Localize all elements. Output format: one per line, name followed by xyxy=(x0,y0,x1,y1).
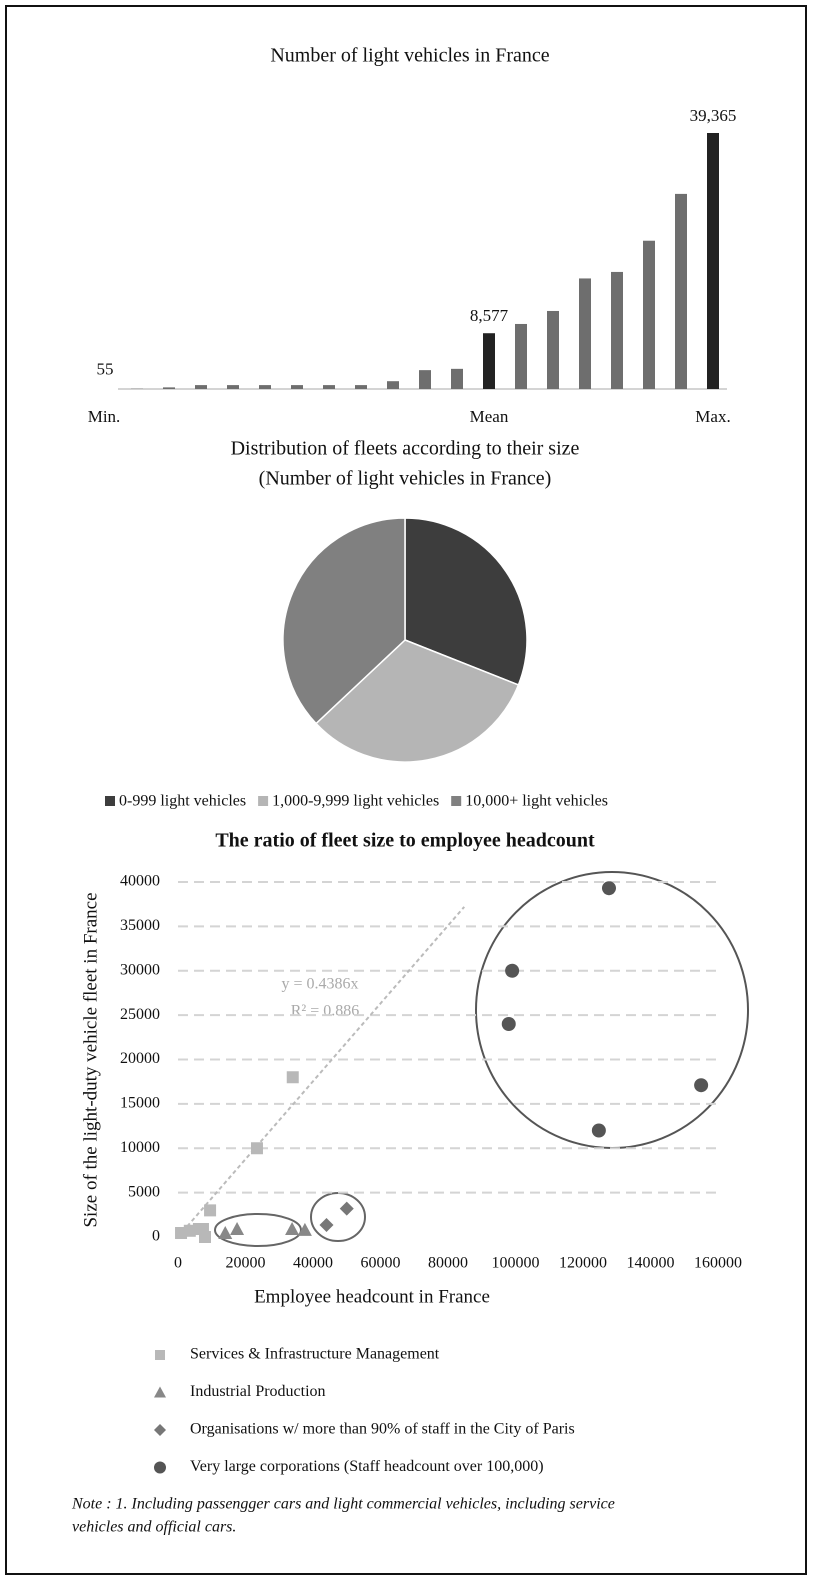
legend-label: Industrial Production xyxy=(190,1383,326,1400)
x-axis-label: Employee headcount in France xyxy=(254,1286,490,1307)
x-tick-label: 80000 xyxy=(428,1255,468,1272)
group-outline xyxy=(310,1192,366,1242)
bar xyxy=(195,385,207,389)
point xyxy=(505,963,520,978)
legend-marker xyxy=(154,1424,166,1436)
x-tick-label: 140000 xyxy=(627,1255,675,1272)
bar xyxy=(451,368,463,389)
point xyxy=(501,1017,516,1031)
point xyxy=(230,1222,245,1236)
y-tick-label: 15000 xyxy=(120,1095,160,1112)
x-tick-label: 160000 xyxy=(694,1255,742,1272)
point xyxy=(694,1078,709,1093)
legend-label: 10,000+ light vehicles xyxy=(465,793,608,810)
y-tick-label: 5000 xyxy=(128,1183,160,1200)
legend-marker xyxy=(154,1386,166,1398)
y-tick-label: 10000 xyxy=(120,1139,160,1156)
bar xyxy=(419,370,431,389)
pie-slice xyxy=(282,517,406,725)
pie-slice xyxy=(404,517,528,686)
point xyxy=(250,1142,263,1155)
x-tick-label: Mean xyxy=(470,407,509,426)
bar xyxy=(611,271,623,389)
legend-swatch xyxy=(105,796,115,806)
point xyxy=(218,1226,233,1240)
bar xyxy=(227,385,239,389)
bar xyxy=(355,385,367,389)
point xyxy=(183,1224,196,1237)
bar xyxy=(547,310,559,389)
bar xyxy=(259,385,271,389)
bar xyxy=(323,385,335,389)
pie-slice xyxy=(315,639,520,763)
scatter-title: The ratio of fleet size to employee head… xyxy=(215,830,595,852)
point xyxy=(601,881,616,896)
group-outline xyxy=(475,871,749,1149)
data-label: 39,365 xyxy=(690,106,737,125)
bar xyxy=(387,381,399,389)
bar xyxy=(291,385,303,389)
data-label: 8,577 xyxy=(470,306,509,325)
legend-label: 1,000-9,999 light vehicles xyxy=(272,793,439,810)
trend-equation: y = 0.4386x xyxy=(281,976,358,993)
note: vehicles and official cars. xyxy=(72,1519,236,1536)
pie-title: Distribution of fleets according to thei… xyxy=(231,438,580,460)
frame xyxy=(5,5,807,1575)
pie-subtitle: (Number of light vehicles in France) xyxy=(259,468,552,490)
trend-r2: R² = 0.886 xyxy=(291,1003,360,1020)
x-tick-label: 60000 xyxy=(361,1255,401,1272)
bar-title: Number of light vehicles in France xyxy=(270,45,549,67)
x-tick-label: 40000 xyxy=(293,1255,333,1272)
bar xyxy=(675,193,687,389)
point xyxy=(319,1218,334,1233)
x-tick-label: 100000 xyxy=(492,1255,540,1272)
legend-swatch xyxy=(258,796,269,806)
point xyxy=(339,1201,354,1216)
bar xyxy=(515,323,527,389)
point xyxy=(286,1071,299,1084)
x-tick-label: Min. xyxy=(88,407,121,426)
x-tick-label: 0 xyxy=(174,1255,182,1272)
point xyxy=(199,1231,211,1243)
trendline xyxy=(177,906,466,1238)
bar xyxy=(163,387,175,389)
x-tick-label: 120000 xyxy=(559,1255,607,1272)
legend-label: Organisations w/ more than 90% of staff … xyxy=(190,1421,575,1438)
point xyxy=(297,1222,312,1236)
point xyxy=(285,1222,300,1236)
data-label: 55 xyxy=(97,360,114,379)
group-outline xyxy=(214,1213,302,1247)
point xyxy=(204,1204,217,1217)
note: Note : 1. Including passengger cars and … xyxy=(71,1496,615,1513)
legend-swatch xyxy=(451,796,462,806)
y-tick-label: 0 xyxy=(152,1228,160,1245)
legend-marker xyxy=(154,1461,166,1474)
x-tick-label: Max. xyxy=(695,407,730,426)
y-tick-label: 40000 xyxy=(120,873,160,890)
point xyxy=(591,1123,606,1138)
legend-marker xyxy=(155,1350,165,1360)
y-tick-label: 35000 xyxy=(120,917,160,934)
y-axis-label: Size of the light-duty vehicle fleet in … xyxy=(80,892,101,1227)
bar xyxy=(579,278,591,389)
legend-label: 0-999 light vehicles xyxy=(119,793,246,810)
bar xyxy=(707,133,719,389)
y-tick-label: 30000 xyxy=(120,961,160,978)
bar xyxy=(643,240,655,389)
legend-label: Very large corporations (Staff headcount… xyxy=(190,1458,544,1475)
y-tick-label: 20000 xyxy=(120,1050,160,1067)
bar xyxy=(483,333,495,389)
x-tick-label: 20000 xyxy=(226,1255,266,1272)
y-tick-label: 25000 xyxy=(120,1006,160,1023)
legend-label: Services & Infrastructure Management xyxy=(190,1346,440,1363)
